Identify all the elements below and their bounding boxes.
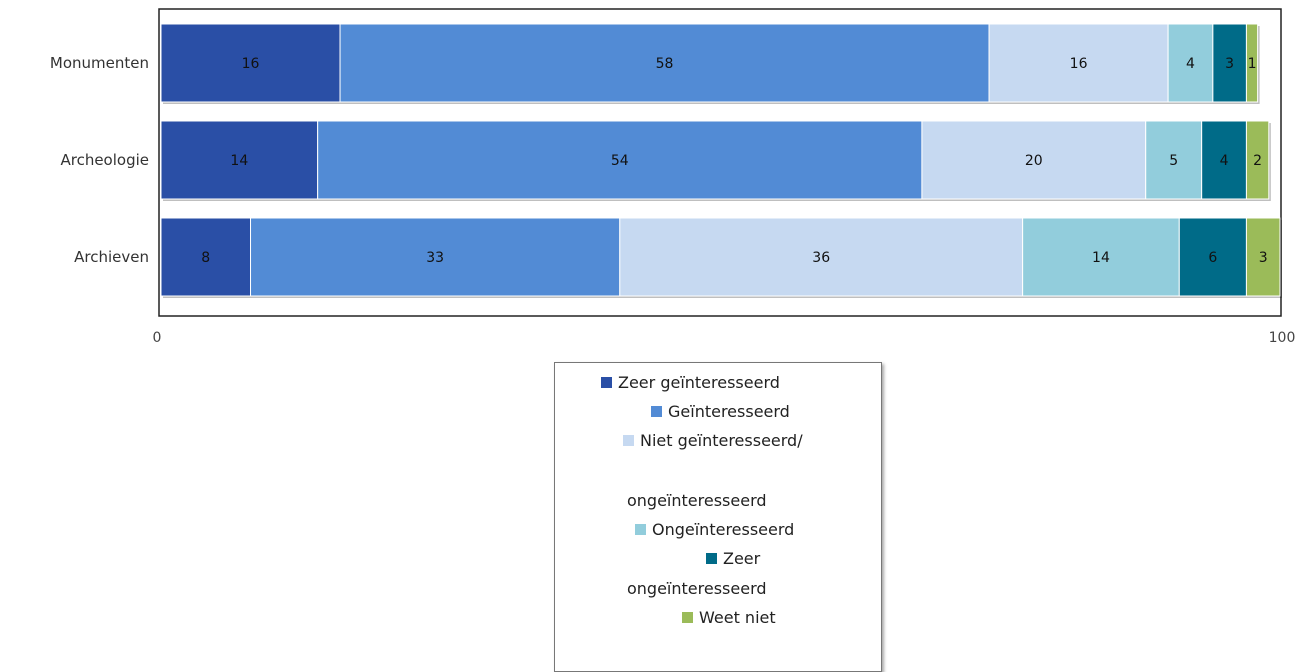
plot-area-frame bbox=[158, 8, 1282, 317]
legend-swatch bbox=[706, 553, 717, 564]
legend-label: Niet geïnteresseerd/ bbox=[640, 431, 803, 450]
bar-segment-monumenten-2 bbox=[339, 23, 990, 103]
legend-label-continuation: ongeïnteresseerd bbox=[627, 579, 767, 599]
legend-item-geinteresseerd: Geïnteresseerd bbox=[651, 402, 790, 422]
data-label: 16 bbox=[1070, 56, 1088, 72]
legend-swatch bbox=[682, 612, 693, 623]
data-label: 16 bbox=[242, 56, 260, 72]
legend-label: ongeïnteresseerd bbox=[627, 491, 767, 510]
data-label: 8 bbox=[201, 250, 210, 266]
legend-label: Ongeïnteresseerd bbox=[652, 520, 795, 539]
legend-item-zeer-ongeinteresseerd: Zeer bbox=[706, 549, 760, 569]
legend-item-weet-niet: Weet niet bbox=[682, 608, 776, 628]
data-label: 2 bbox=[1253, 153, 1262, 169]
category-label: Archeologie bbox=[60, 151, 149, 169]
data-label: 33 bbox=[426, 250, 444, 266]
category-label: Archieven bbox=[74, 248, 149, 266]
bar-segment-monumenten-3 bbox=[988, 23, 1169, 103]
data-label: 14 bbox=[230, 153, 248, 169]
legend-label: Geïnteresseerd bbox=[668, 402, 790, 421]
category-label: Monumenten bbox=[50, 54, 149, 72]
x-tick-label: 0 bbox=[153, 330, 162, 346]
bar-segment-monumenten-4 bbox=[1167, 23, 1214, 103]
data-label: 3 bbox=[1259, 250, 1268, 266]
data-label: 20 bbox=[1025, 153, 1043, 169]
data-label: 3 bbox=[1225, 56, 1234, 72]
bar-segment-archieven-4 bbox=[1022, 217, 1180, 297]
bar-segment-archieven-5 bbox=[1178, 217, 1247, 297]
data-label: 5 bbox=[1169, 153, 1178, 169]
bar-segment-archieven-3 bbox=[619, 217, 1024, 297]
legend-label: Zeer bbox=[723, 549, 761, 568]
bar-segment-archeologie-1 bbox=[160, 120, 319, 200]
bar-segment-archieven-2 bbox=[250, 217, 621, 297]
bar-segment-monumenten-5 bbox=[1212, 23, 1247, 103]
bar-segment-archeologie-4 bbox=[1145, 120, 1203, 200]
x-axis-ticks: 0 100 bbox=[153, 330, 1296, 346]
legend-swatch bbox=[651, 406, 662, 417]
legend-label-continuation: ongeïnteresseerd bbox=[627, 491, 767, 511]
legend-item-ongeinteresseerd: Ongeïnteresseerd bbox=[635, 520, 794, 540]
legend-label: ongeïnteresseerd bbox=[627, 579, 767, 598]
bar-segment-archeologie-5 bbox=[1201, 120, 1247, 200]
data-label: 1 bbox=[1248, 56, 1257, 72]
legend-swatch bbox=[623, 435, 634, 446]
bar-segment-archeologie-3 bbox=[921, 120, 1147, 200]
bar-segment-archieven-1 bbox=[160, 217, 252, 297]
x-tick-label: 100 bbox=[1269, 330, 1296, 346]
bar-segment-archieven-6 bbox=[1245, 217, 1281, 297]
data-label: 6 bbox=[1208, 250, 1217, 266]
data-label: 14 bbox=[1092, 250, 1110, 266]
bar-segment-monumenten-6 bbox=[1245, 23, 1259, 103]
legend: Zeer geïnteresseerd Geïnteresseerd Niet … bbox=[554, 362, 882, 672]
data-label: 58 bbox=[656, 56, 674, 72]
data-label: 36 bbox=[812, 250, 830, 266]
bar-segment-monumenten-1 bbox=[160, 23, 341, 103]
bar-segment-archeologie-2 bbox=[317, 120, 923, 200]
bar-segments: 16 58 16 4 3 114 54 20 5 4 28 33 36 14 6 3 bbox=[160, 23, 1282, 298]
legend-swatch bbox=[635, 524, 646, 535]
legend-label: Weet niet bbox=[699, 608, 776, 627]
data-label: 4 bbox=[1220, 153, 1229, 169]
legend-label: Zeer geïnteresseerd bbox=[618, 373, 780, 392]
category-labels: Monumenten Archeologie Archieven bbox=[50, 54, 149, 266]
legend-item-zeer-geinteresseerd: Zeer geïnteresseerd bbox=[601, 373, 780, 393]
data-label: 4 bbox=[1186, 56, 1195, 72]
bar-segment-archeologie-6 bbox=[1245, 120, 1270, 200]
legend-swatch bbox=[601, 377, 612, 388]
legend-item-niet-geinteresseerd: Niet geïnteresseerd/ bbox=[623, 431, 803, 451]
stacked-bar-chart: 16 58 16 4 3 114 54 20 5 4 28 33 36 14 6 3 MonumentenAr… bbox=[50, 8, 1296, 346]
data-label: 54 bbox=[611, 153, 629, 169]
